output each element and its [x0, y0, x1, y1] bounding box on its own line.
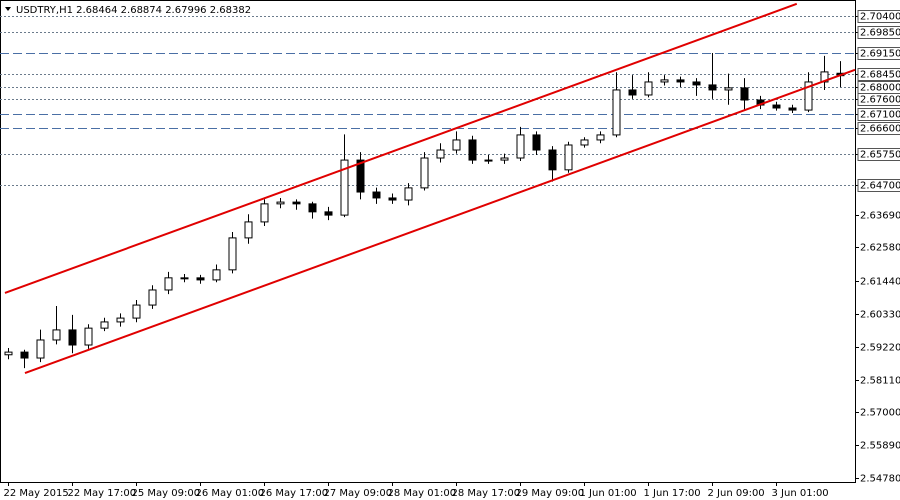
- candle-body: [372, 191, 381, 199]
- candle-body: [276, 201, 285, 205]
- candle-body: [708, 84, 717, 91]
- candle-body: [132, 304, 141, 319]
- candle-body: [612, 89, 621, 136]
- x-tick-label: 3 Jun 01:00: [772, 488, 829, 499]
- trend-line: [4, 2, 798, 294]
- candle-body: [724, 87, 733, 91]
- y-tick-label: 2.55890: [860, 441, 900, 452]
- level-label-box: [857, 122, 900, 135]
- candle-body: [148, 289, 157, 306]
- level-label-box: [857, 68, 900, 81]
- candle-body: [676, 79, 685, 83]
- candle-body: [484, 159, 493, 162]
- candle-body: [788, 107, 797, 111]
- candle-body: [500, 157, 509, 161]
- candle-body: [740, 87, 749, 101]
- level-label-box: [857, 179, 900, 192]
- y-tick-label: 2.57000: [860, 408, 900, 419]
- level-label: 2.69150: [860, 49, 900, 60]
- candle-body: [772, 104, 781, 109]
- candle-body: [228, 237, 237, 271]
- level-label: 2.67100: [860, 110, 900, 121]
- y-tick-label: 2.58110: [860, 376, 900, 387]
- candle-body: [116, 317, 125, 323]
- level-label: 2.68450: [860, 70, 900, 81]
- level-label-box: [857, 148, 900, 161]
- candle-body: [84, 327, 93, 346]
- x-tick-label: 22 May 2015: [4, 488, 69, 499]
- candle-body: [404, 187, 413, 201]
- x-tick-label: 26 May 01:00: [196, 488, 265, 499]
- candle-body: [180, 277, 189, 280]
- level-label-box: [857, 108, 900, 121]
- candle-body: [244, 221, 253, 239]
- y-tick-label: 2.54780: [860, 474, 900, 485]
- candle-body: [36, 339, 45, 359]
- level-label: 2.69850: [860, 28, 900, 39]
- candle-body: [212, 269, 221, 281]
- chart-title: USDTRY,H1 2.68464 2.68874 2.67996 2.6838…: [16, 5, 251, 16]
- candle-body: [548, 149, 557, 171]
- candle-body: [356, 159, 365, 193]
- candle-body: [468, 139, 477, 161]
- trend-line: [24, 68, 856, 375]
- candle-body: [164, 277, 173, 291]
- candle-body: [564, 144, 573, 171]
- x-tick-label: 29 May 09:00: [516, 488, 585, 499]
- x-tick-label: 22 May 17:00: [68, 488, 137, 499]
- x-tick-label: 26 May 17:00: [260, 488, 329, 499]
- level-label-box: [857, 10, 900, 23]
- candle-body: [340, 159, 349, 216]
- y-tick-label: 2.60330: [860, 310, 900, 321]
- x-tick-label: 28 May 17:00: [452, 488, 521, 499]
- level-label-box: [857, 26, 900, 39]
- candle-body: [804, 81, 813, 111]
- candle-body: [68, 329, 77, 346]
- y-tick-label: 2.61440: [860, 277, 900, 288]
- candle-body: [308, 203, 317, 213]
- candle-body: [436, 149, 445, 159]
- x-tick-label: 1 Jun 17:00: [644, 488, 701, 499]
- level-label: 2.66600: [860, 124, 900, 135]
- candle-body: [532, 134, 541, 151]
- candle-body: [100, 321, 109, 329]
- level-label: 2.68000: [860, 83, 900, 94]
- x-tick-label: 25 May 09:00: [132, 488, 201, 499]
- candle-body: [596, 134, 605, 141]
- level-label: 2.70400: [860, 12, 900, 23]
- candle-body: [452, 139, 461, 151]
- y-tick-label: 2.63690: [860, 211, 900, 222]
- level-label: 2.64700: [860, 181, 900, 192]
- candle-body: [324, 211, 333, 216]
- level-label-box: [857, 93, 900, 106]
- level-label-box: [857, 47, 900, 60]
- candle-body: [196, 277, 205, 281]
- candle-body: [628, 89, 637, 96]
- candle-body: [660, 79, 669, 83]
- candle-body: [260, 203, 269, 223]
- candle-body: [580, 139, 589, 146]
- x-tick-label: 1 Jun 01:00: [580, 488, 637, 499]
- candle-body: [644, 81, 653, 96]
- candle-body: [516, 134, 525, 159]
- level-label: 2.65750: [860, 150, 900, 161]
- candle-body: [388, 197, 397, 201]
- candle-body: [20, 351, 29, 359]
- y-tick-label: 2.59220: [860, 343, 900, 354]
- candle-body: [292, 201, 301, 205]
- candle-body: [4, 351, 13, 356]
- plot-frame: [0, 0, 856, 483]
- x-tick-label: 28 May 01:00: [388, 488, 457, 499]
- x-tick-label: 27 May 09:00: [324, 488, 393, 499]
- y-tick-label: 2.62580: [860, 243, 900, 254]
- menu-arrow: [5, 7, 11, 11]
- candle-body: [420, 157, 429, 189]
- x-tick-label: 2 Jun 09:00: [708, 488, 765, 499]
- candle-body: [52, 329, 61, 341]
- candle-body: [692, 81, 701, 86]
- level-label: 2.67600: [860, 95, 900, 106]
